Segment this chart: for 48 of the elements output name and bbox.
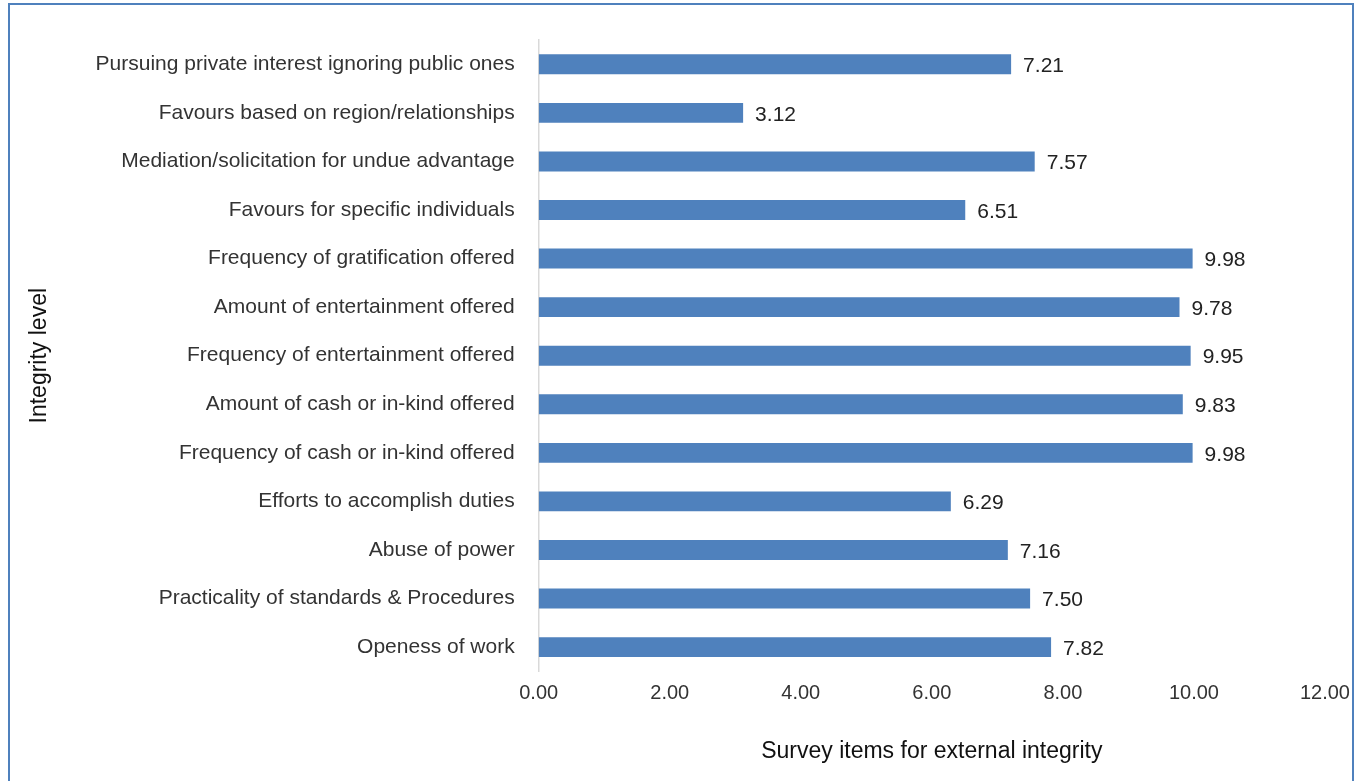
x-tick-label: 4.00 (781, 680, 821, 703)
data-label: 9.83 (1194, 393, 1236, 417)
data-label: 6.29 (962, 490, 1004, 514)
x-axis-title: Survey items for external integrity (761, 736, 1103, 763)
bar (538, 588, 1031, 609)
data-label: 7.21 (1023, 53, 1064, 77)
x-tick-label: 0.00 (519, 680, 559, 703)
bar (538, 637, 1052, 658)
data-label: 6.51 (977, 198, 1019, 222)
data-label: 7.50 (1042, 587, 1083, 611)
y-tick-label: Mediation/solicitation for undue advantage (121, 148, 515, 172)
y-axis-title: Integrity level (25, 287, 52, 424)
y-tick-label: Practicality of standards & Procedures (158, 585, 515, 609)
x-tick-label: 6.00 (912, 680, 952, 703)
bar (538, 442, 1193, 463)
data-label: 3.12 (755, 101, 796, 125)
y-tick-label: Pursuing private interest ignoring public ones (95, 51, 515, 75)
y-tick-label: Frequency of entertainment offered (187, 342, 515, 366)
y-tick-label: Frequency of gratification offered (208, 245, 515, 269)
data-label: 9.95 (1202, 344, 1244, 368)
y-tick-label: Favours based on region/relationships (158, 99, 515, 123)
x-tick-label: 10.00 (1168, 680, 1219, 703)
y-tick-label: Efforts to accomplish duties (258, 488, 515, 512)
x-tick-label: 8.00 (1043, 680, 1083, 703)
bar (538, 54, 1012, 75)
data-label: 9.78 (1191, 295, 1233, 319)
data-label: 7.82 (1063, 635, 1104, 659)
y-tick-label: Favours for specific individuals (228, 196, 515, 220)
bar (538, 200, 966, 220)
bar (538, 102, 744, 123)
y-tick-label: Frequency of cash or in-kind offered (178, 439, 515, 463)
y-tick-label: Openess of work (357, 633, 516, 657)
bar (538, 151, 1035, 172)
bar (538, 345, 1191, 366)
y-tick-label: Abuse of power (368, 536, 515, 560)
bar (538, 540, 1008, 560)
bar (538, 394, 1183, 415)
y-tick-label: Amount of entertainment offered (213, 293, 515, 317)
y-tick-label: Amount of cash or in-kind offered (205, 391, 515, 415)
bar (538, 491, 951, 512)
x-tick-label: 12.00 (1299, 680, 1351, 703)
bar (538, 297, 1180, 318)
data-label: 9.98 (1204, 441, 1246, 465)
data-label: 7.57 (1046, 150, 1088, 174)
x-tick-label: 2.00 (650, 680, 690, 703)
data-label: 7.16 (1019, 538, 1061, 562)
bar (538, 248, 1193, 269)
data-label: 9.98 (1204, 247, 1246, 271)
